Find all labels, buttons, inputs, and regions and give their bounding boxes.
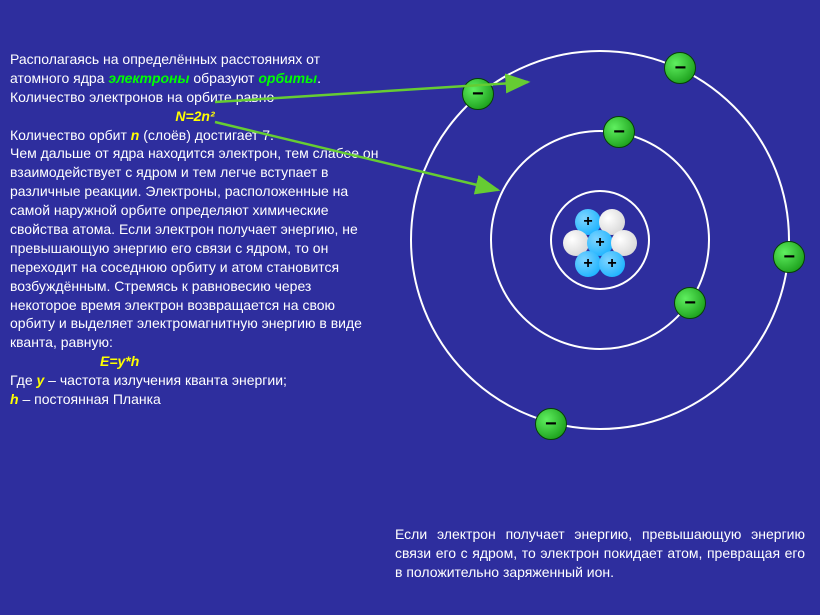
electron: − xyxy=(674,287,706,319)
minus-sign: − xyxy=(472,84,484,104)
plus-sign: + xyxy=(583,256,592,272)
p2: Количество электронов на орбите равно xyxy=(10,89,274,105)
minus-sign: − xyxy=(684,293,696,313)
bottom-text-block: Если электрон получает энергию, превышаю… xyxy=(395,525,805,582)
p5c: – частота излучения кванта энергии; xyxy=(44,372,287,388)
minus-sign: − xyxy=(545,414,557,434)
plus-sign: + xyxy=(595,235,604,251)
electron: − xyxy=(462,78,494,110)
minus-sign: − xyxy=(783,247,795,267)
p3c: (слоёв) достигает 7. xyxy=(139,127,274,143)
formula1: N=2n² xyxy=(10,107,380,126)
electron: − xyxy=(664,52,696,84)
p5a: Где xyxy=(10,372,37,388)
formula2: E=y*h xyxy=(100,353,139,369)
electron: − xyxy=(535,408,567,440)
electron: − xyxy=(603,116,635,148)
minus-sign: − xyxy=(674,58,686,78)
p1e: . xyxy=(317,70,321,86)
electron: − xyxy=(773,241,805,273)
p6c: – постоянная Планка xyxy=(19,391,161,407)
proton: + xyxy=(575,251,601,277)
plus-sign: + xyxy=(583,214,592,230)
plus-sign: + xyxy=(607,256,616,272)
atom-diagram: ++++−−−−−− xyxy=(400,40,800,440)
minus-sign: − xyxy=(613,122,625,142)
main-text-block: Располагаясь на определённых расстояниях… xyxy=(10,50,380,409)
p1c: образуют xyxy=(189,70,258,86)
p6b: h xyxy=(10,391,19,407)
p4: Чем дальше от ядра находится электрон, т… xyxy=(10,145,378,350)
p1d: орбиты xyxy=(258,70,317,86)
proton: + xyxy=(599,251,625,277)
p3a: Количество орбит xyxy=(10,127,131,143)
bottom: Если электрон получает энергию, превышаю… xyxy=(395,526,805,580)
p1b: электроны xyxy=(108,70,189,86)
